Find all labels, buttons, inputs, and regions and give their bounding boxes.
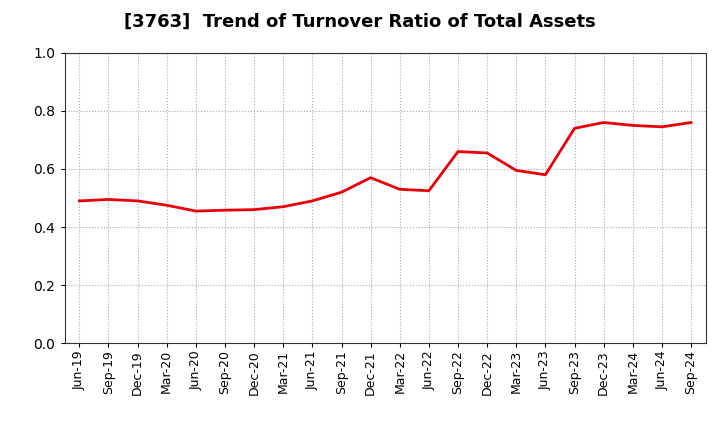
Text: [3763]  Trend of Turnover Ratio of Total Assets: [3763] Trend of Turnover Ratio of Total … xyxy=(124,13,596,31)
